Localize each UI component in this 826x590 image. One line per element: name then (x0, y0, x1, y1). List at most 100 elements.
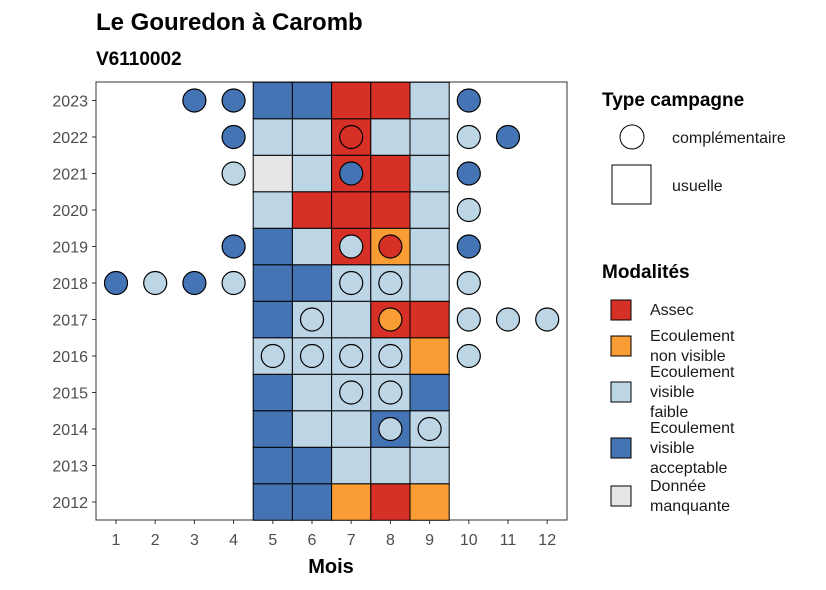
cell-2022-8 (370, 118, 411, 156)
point-2021-10 (456, 161, 481, 186)
y-tick-label: 2019 (52, 240, 88, 257)
point-2022-7 (339, 124, 364, 150)
point-2023-4 (221, 88, 246, 113)
legend-campagne: Type campagne complémentaire usuelle (602, 90, 786, 205)
y-tick-label: 2017 (52, 313, 88, 330)
cell-2019-5 (252, 227, 293, 266)
legend-key-faible (610, 381, 632, 403)
chart-subtitle: V6110002 (96, 49, 182, 70)
cell-2013-6 (291, 446, 333, 485)
cell-2016-9 (409, 337, 450, 375)
cell-2015-9 (409, 373, 450, 412)
point-2019-8 (378, 234, 403, 259)
point-2023-3 (182, 88, 207, 113)
cell-2017-5 (252, 300, 293, 339)
cell-2023-9 (409, 81, 450, 120)
legend-key-accept (610, 437, 632, 459)
legend-campagne-title: Type campagne (602, 90, 744, 111)
cell-2020-5 (252, 191, 293, 229)
y-tick-label: 2021 (52, 167, 88, 184)
x-tick-label: 8 (386, 532, 395, 549)
x-axis: 1 2 3 4 5 6 7 8 9 10 11 12 (112, 520, 556, 549)
cell-2012-7 (331, 483, 372, 521)
point-2018-4 (221, 270, 246, 296)
legend-label-accept: visible (650, 440, 695, 457)
x-tick-label: 10 (460, 532, 478, 549)
cell-2023-8 (370, 81, 411, 120)
cell-2015-6 (291, 373, 333, 412)
point-2022-4 (221, 124, 246, 150)
x-tick-label: 9 (425, 532, 434, 549)
point-2022-11 (495, 124, 521, 150)
legend-square-key (611, 164, 652, 205)
legend-label-faible: Ecoulement (650, 364, 735, 381)
point-2015-7 (339, 380, 364, 405)
cell-2022-6 (291, 118, 333, 156)
point-2018-1 (103, 270, 129, 296)
y-tick-label: 2023 (52, 94, 88, 111)
legend-label-complementaire: complémentaire (672, 130, 786, 147)
cell-2014-6 (291, 410, 333, 448)
x-tick-label: 12 (538, 532, 556, 549)
point-2018-7 (339, 270, 364, 296)
x-axis-title: Mois (308, 556, 354, 578)
cell-2016-8 (370, 337, 411, 375)
legend-label-nonvis: non visible (650, 348, 726, 365)
legend-key-manq (610, 485, 632, 507)
cell-2021-6 (291, 154, 333, 193)
cell-2013-7 (331, 446, 372, 485)
y-tick-label: 2013 (52, 459, 88, 476)
y-tick-label: 2015 (52, 386, 88, 403)
point-2016-7 (339, 343, 364, 369)
legend-label-manq: Donnée (650, 478, 706, 495)
complementaire-points (103, 88, 560, 442)
cell-2020-7 (331, 191, 372, 229)
legend-key-assec (610, 299, 632, 321)
point-2017-11 (495, 307, 521, 332)
cell-2023-5 (252, 81, 293, 120)
y-tick-label: 2014 (52, 422, 88, 439)
cell-2013-8 (370, 446, 411, 485)
point-2014-8 (378, 416, 403, 442)
point-2016-5 (260, 343, 285, 369)
point-2016-6 (299, 343, 325, 369)
point-2018-3 (182, 270, 207, 296)
point-2017-6 (299, 307, 325, 332)
legend-label-faible: faible (650, 404, 688, 421)
x-tick-label: 6 (308, 532, 317, 549)
cell-2019-6 (291, 227, 333, 266)
point-2021-4 (221, 161, 246, 186)
point-2017-8 (378, 307, 403, 332)
cell-2012-9 (409, 483, 450, 521)
x-tick-label: 4 (229, 532, 238, 549)
x-tick-label: 11 (500, 532, 517, 549)
legend-label-accept: acceptable (650, 460, 727, 477)
point-2015-8 (378, 380, 403, 405)
point-2018-2 (143, 270, 168, 296)
cell-2017-7 (331, 300, 372, 339)
point-2016-10 (456, 343, 481, 369)
cell-2014-5 (252, 410, 293, 448)
x-tick-label: 2 (151, 532, 160, 549)
cell-2018-9 (409, 264, 450, 302)
cell-2020-8 (370, 191, 411, 229)
x-tick-label: 7 (347, 532, 356, 549)
y-tick-label: 2020 (52, 203, 88, 220)
point-2022-10 (456, 124, 481, 150)
cell-2021-8 (370, 154, 411, 193)
x-tick-label: 5 (268, 532, 277, 549)
cell-2021-5 (252, 154, 293, 193)
x-tick-label: 1 (112, 532, 121, 549)
cell-2022-5 (252, 118, 293, 156)
cell-2023-7 (331, 81, 372, 120)
cell-2018-5 (252, 264, 293, 302)
legend-label-usuelle: usuelle (672, 178, 723, 195)
cell-2014-7 (331, 410, 372, 448)
point-2017-12 (535, 307, 560, 332)
cell-2017-9 (409, 300, 450, 339)
legend-label-assec: Assec (650, 302, 694, 319)
point-2018-10 (456, 270, 481, 296)
point-2019-7 (339, 234, 364, 259)
cell-2023-6 (291, 81, 333, 120)
